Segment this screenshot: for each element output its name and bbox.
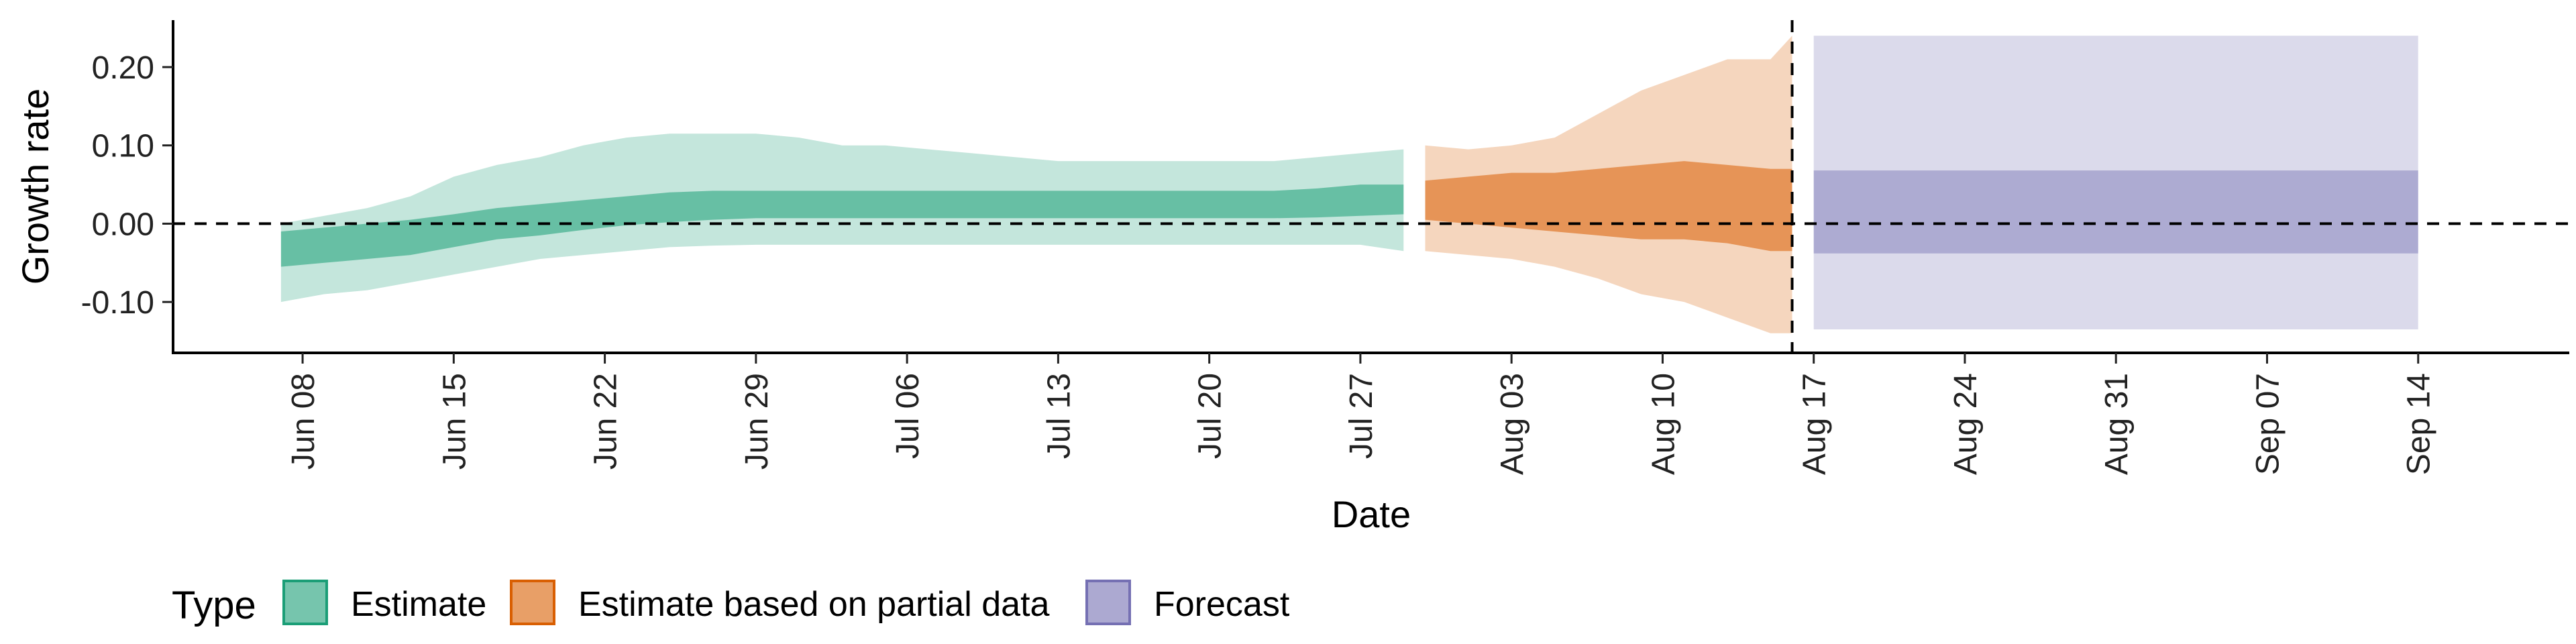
x-tick-label: Aug 10: [1646, 373, 1681, 475]
y-axis-title: Growth rate: [14, 89, 56, 285]
y-tick-label: 0.10: [92, 129, 154, 164]
y-tick-label: 0.00: [92, 207, 154, 242]
legend-key-estimate: [282, 580, 328, 625]
legend-label-estimate-based-on-partial-data: Estimate based on partial data: [578, 585, 1050, 624]
series-bands: [280, 36, 2418, 333]
x-axis-title: Date: [1332, 493, 1411, 535]
legend-key-forecast: [1085, 580, 1131, 625]
legend-key-estimate-based-on-partial-data: [510, 580, 555, 625]
x-tick-label: Jul 13: [1041, 373, 1077, 459]
forecast-band-50: [1813, 170, 2418, 254]
y-tick-label: -0.10: [81, 285, 154, 321]
y-tick-label: 0.20: [92, 50, 154, 86]
x-tick-label: Jun 22: [588, 373, 624, 470]
x-tick-label: Aug 03: [1495, 373, 1530, 475]
legend-label-forecast: Forecast: [1154, 585, 1290, 624]
estimate-based-on-partial-data-band-50: [1425, 161, 1792, 252]
estimate-band-50: [280, 184, 1404, 267]
x-tick-label: Jun 08: [286, 373, 321, 470]
x-tick-label: Jun 29: [739, 373, 775, 470]
reference-lines: [173, 20, 2569, 353]
x-tick-label: Aug 24: [1948, 373, 1984, 475]
legend-title: Type: [172, 584, 256, 627]
x-tick-label: Sep 14: [2402, 373, 2437, 475]
axes: 0.20 0.10 0.00 -0.10 Jun 08 Jun 15 Jun 22 Jun 2…: [81, 20, 2569, 475]
x-tick-label: Aug 31: [2099, 373, 2135, 475]
x-tick-label: Jul 20: [1193, 373, 1228, 459]
legend-label-estimate: Estimate: [351, 585, 486, 624]
forecast-band-90: [1813, 36, 2418, 330]
x-tick-label: Jul 06: [890, 373, 926, 459]
x-tick-label: Jul 27: [1344, 373, 1379, 459]
x-tick-label: Jun 15: [437, 373, 472, 470]
legend: Type Estimate Estimate based on partial d…: [172, 580, 1290, 627]
x-tick-label: Sep 07: [2250, 373, 2286, 475]
x-tick-label: Aug 17: [1797, 373, 1833, 475]
